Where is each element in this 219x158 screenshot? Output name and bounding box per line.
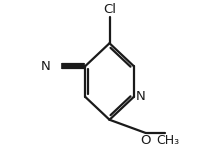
Text: N: N [136, 90, 145, 103]
Text: O: O [140, 134, 151, 147]
Text: Cl: Cl [103, 3, 116, 16]
Text: N: N [41, 60, 50, 73]
Text: CH₃: CH₃ [156, 134, 179, 147]
